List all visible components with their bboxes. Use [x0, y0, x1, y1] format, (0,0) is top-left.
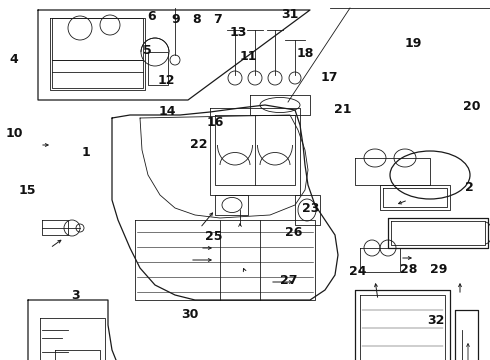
Text: 11: 11	[240, 50, 257, 63]
Text: 31: 31	[281, 8, 299, 21]
Text: 29: 29	[430, 263, 447, 276]
Text: 1: 1	[82, 147, 91, 159]
Text: 6: 6	[147, 10, 156, 23]
Text: 19: 19	[404, 37, 421, 50]
Text: 4: 4	[10, 53, 19, 66]
Text: 32: 32	[427, 314, 445, 327]
Text: 20: 20	[463, 100, 481, 113]
Text: 10: 10	[6, 127, 24, 140]
Text: 15: 15	[19, 184, 36, 197]
Text: 7: 7	[213, 13, 222, 26]
Text: 23: 23	[302, 202, 320, 215]
Text: 17: 17	[320, 71, 338, 84]
Text: 26: 26	[285, 226, 303, 239]
Text: 18: 18	[296, 47, 314, 60]
Text: 14: 14	[159, 105, 176, 118]
Text: 30: 30	[181, 309, 199, 321]
Text: 2: 2	[465, 181, 473, 194]
Text: 24: 24	[349, 265, 367, 278]
Text: 21: 21	[334, 103, 352, 116]
Text: 13: 13	[229, 26, 246, 39]
Text: 16: 16	[207, 116, 224, 129]
Text: 25: 25	[205, 230, 222, 243]
Text: 28: 28	[400, 263, 418, 276]
Text: 22: 22	[190, 138, 207, 150]
Text: 27: 27	[280, 274, 298, 287]
Text: 5: 5	[143, 44, 152, 57]
Text: 3: 3	[72, 289, 80, 302]
Text: 8: 8	[193, 13, 201, 26]
Text: 12: 12	[158, 75, 175, 87]
Text: 9: 9	[172, 13, 180, 26]
